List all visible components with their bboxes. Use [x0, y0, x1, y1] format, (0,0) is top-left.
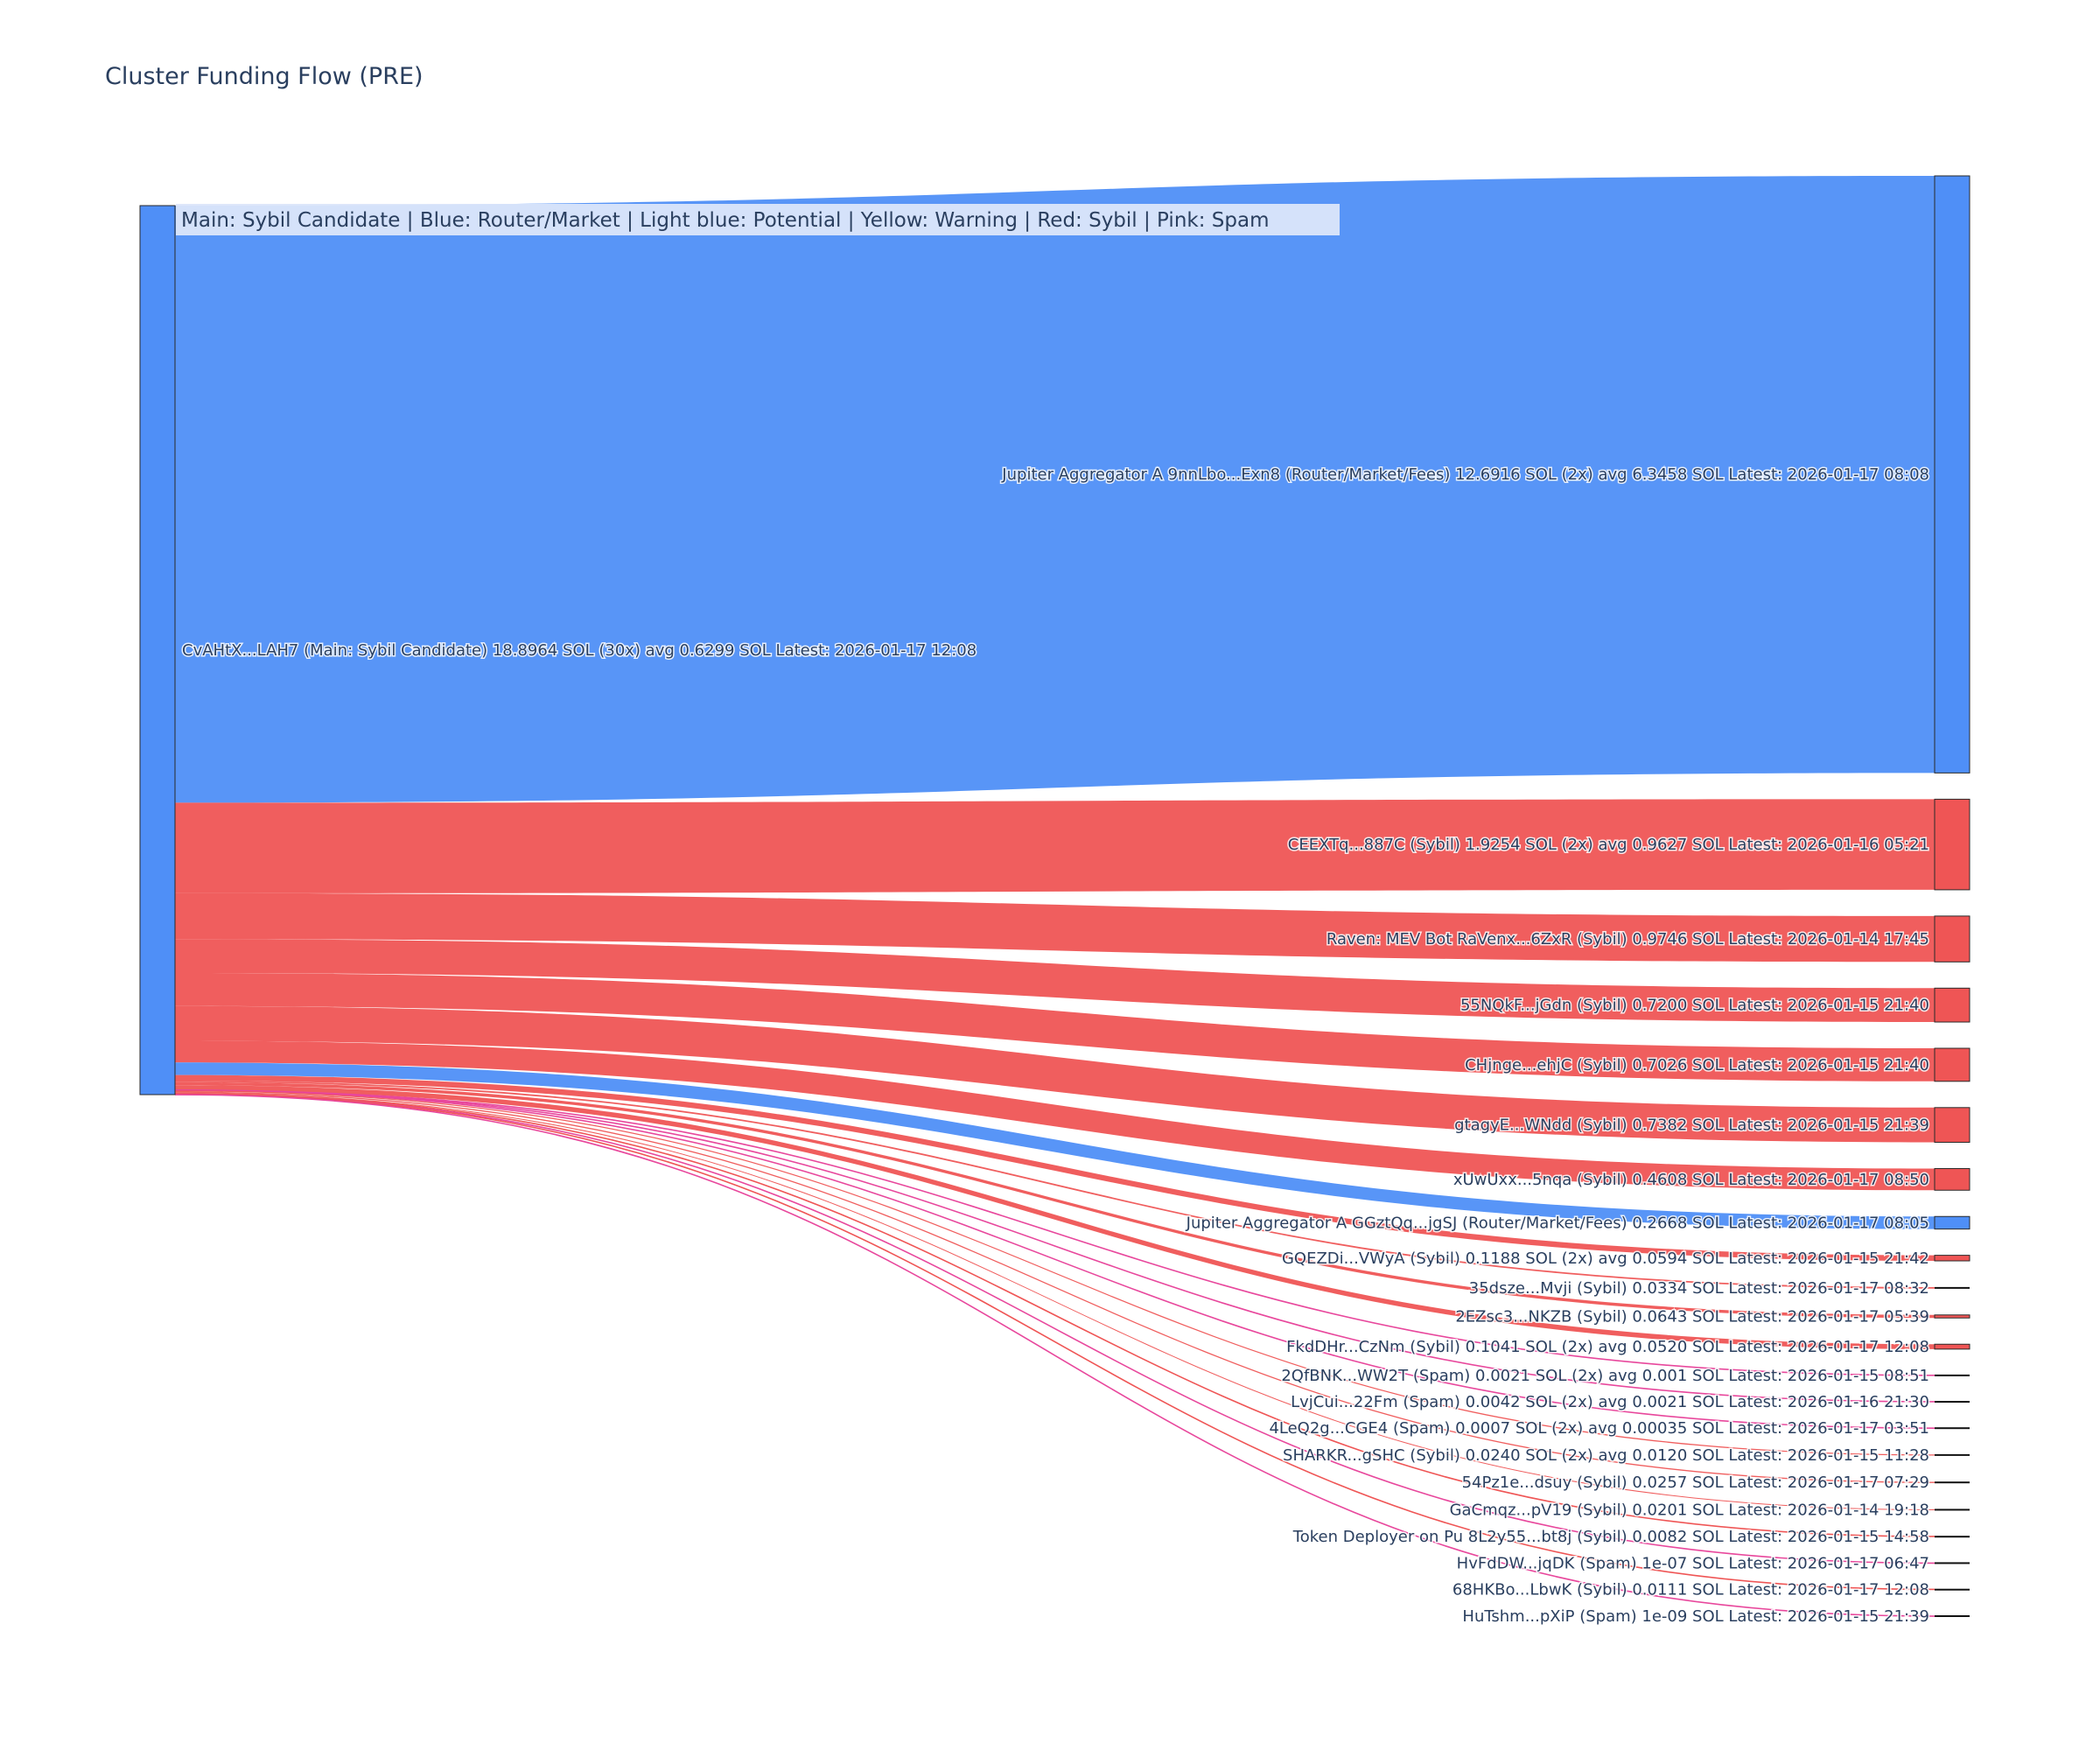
- target-node-6[interactable]: [1934, 1167, 1970, 1191]
- flow-link-8[interactable]: [175, 1074, 1935, 1261]
- target-node-4[interactable]: [1934, 1047, 1970, 1082]
- target-node-21[interactable]: [1935, 1615, 1970, 1618]
- source-node-label: CvAHtX...LAH7 (Main: Sybil Candidate) 18…: [182, 641, 976, 660]
- flow-link-0[interactable]: [175, 176, 1935, 803]
- chart-title: Cluster Funding Flow (PRE): [105, 63, 424, 90]
- flow-link-19[interactable]: [174, 1093, 1936, 1564]
- target-node-5[interactable]: [1934, 1107, 1970, 1143]
- flow-link-18[interactable]: [174, 1093, 1936, 1537]
- target-node-label-8: GQEZDi...VWyA (Sybil) 0.1188 SOL (2x) av…: [1282, 1250, 1929, 1268]
- target-node-label-4: CHjnge...ehjC (Sybil) 0.7026 SOL Latest:…: [1465, 1056, 1929, 1074]
- flow-link-6[interactable]: [175, 1040, 1935, 1191]
- target-node-11[interactable]: [1934, 1343, 1970, 1350]
- flow-link-9[interactable]: [175, 1080, 1935, 1289]
- target-node-15[interactable]: [1935, 1453, 1970, 1456]
- target-node-label-18: Token Deployer on Pu 8L2y55...bt8j (Sybi…: [1292, 1528, 1929, 1546]
- target-node-label-2: Raven: MEV Bot RaVenx...6ZxR (Sybil) 0.9…: [1326, 930, 1929, 948]
- target-node-label-21: HuTshm...pXiP (Spam) 1e-09 SOL Latest: 2…: [1462, 1607, 1929, 1626]
- target-node-10[interactable]: [1934, 1314, 1970, 1319]
- legend-text: Main: Sybil Candidate | Blue: Router/Mar…: [181, 209, 1269, 232]
- target-node-13[interactable]: [1935, 1401, 1970, 1404]
- target-node-label-1: CEEXTq...887C (Sybil) 1.9254 SOL (2x) av…: [1288, 836, 1929, 854]
- flow-link-21[interactable]: [174, 1094, 1936, 1617]
- target-node-14[interactable]: [1935, 1427, 1970, 1430]
- nodes-layer: [139, 175, 1970, 1618]
- target-node-9[interactable]: [1935, 1286, 1970, 1289]
- target-node-7[interactable]: [1934, 1215, 1970, 1230]
- target-node-label-19: HvFdDW...jqDK (Spam) 1e-07 SOL Latest: 2…: [1457, 1554, 1929, 1572]
- links-layer: [174, 176, 1936, 1617]
- target-node-label-16: 54Pz1e...dsuy (Sybil) 0.0257 SOL Latest:…: [1462, 1474, 1929, 1492]
- target-node-8[interactable]: [1934, 1255, 1970, 1262]
- flow-link-20[interactable]: [174, 1093, 1936, 1591]
- target-node-label-3: 55NQkF...jGdn (Sybil) 0.7200 SOL Latest:…: [1460, 997, 1929, 1015]
- target-node-label-12: 2QfBNK...WW2T (Spam) 0.0021 SOL (2x) avg…: [1281, 1367, 1929, 1385]
- target-node-label-15: SHARKR...gSHC (Sybil) 0.0240 SOL (2x) av…: [1283, 1446, 1929, 1465]
- flow-link-17[interactable]: [175, 1092, 1935, 1510]
- target-node-label-6: xUwUxx...5nqa (Sybil) 0.4608 SOL Latest:…: [1453, 1171, 1929, 1189]
- target-node-label-10: 2EZsc3...NKZB (Sybil) 0.0643 SOL Latest:…: [1455, 1308, 1929, 1326]
- flow-link-16[interactable]: [175, 1091, 1935, 1483]
- flow-link-2[interactable]: [175, 892, 1935, 962]
- flow-link-15[interactable]: [175, 1090, 1935, 1456]
- target-node-label-0: Jupiter Aggregator A 9nnLbo...Exn8 (Rout…: [1001, 466, 1929, 484]
- flow-link-12[interactable]: [174, 1089, 1936, 1376]
- target-node-label-7: Jupiter Aggregator A GGztQq...jgSJ (Rout…: [1186, 1214, 1929, 1232]
- target-node-12[interactable]: [1935, 1374, 1970, 1376]
- flow-link-14[interactable]: [174, 1089, 1936, 1429]
- target-node-18[interactable]: [1935, 1536, 1970, 1538]
- flow-link-10[interactable]: [175, 1082, 1935, 1319]
- source-node[interactable]: [139, 205, 176, 1096]
- target-node-3[interactable]: [1934, 987, 1970, 1023]
- target-node-label-13: LvjCui...22Fm (Spam) 0.0042 SOL (2x) avg…: [1291, 1393, 1929, 1411]
- flow-link-1[interactable]: [175, 799, 1935, 893]
- target-node-label-17: GaCmqz...pV19 (Sybil) 0.0201 SOL Latest:…: [1450, 1501, 1929, 1519]
- flow-link-11[interactable]: [175, 1085, 1935, 1349]
- flow-link-4[interactable]: [175, 973, 1935, 1082]
- labels-layer: CvAHtX...LAH7 (Main: Sybil Candidate) 18…: [181, 465, 1931, 1628]
- target-node-17[interactable]: [1935, 1508, 1970, 1511]
- target-node-2[interactable]: [1934, 915, 1970, 962]
- flow-link-5[interactable]: [175, 1005, 1935, 1143]
- legend-annotation: Main: Sybil Candidate | Blue: Router/Mar…: [176, 204, 1340, 235]
- flow-link-7[interactable]: [175, 1062, 1935, 1229]
- target-node-19[interactable]: [1935, 1562, 1970, 1564]
- target-node-0[interactable]: [1934, 175, 1970, 774]
- target-node-label-9: 35dsze...Mvji (Sybil) 0.0334 SOL Latest:…: [1469, 1279, 1929, 1298]
- flow-link-13[interactable]: [174, 1089, 1936, 1403]
- target-node-1[interactable]: [1934, 798, 1970, 891]
- target-node-label-20: 68HKBo...LbwK (Sybil) 0.0111 SOL Latest:…: [1452, 1581, 1929, 1600]
- target-node-16[interactable]: [1935, 1481, 1970, 1484]
- target-node-label-5: gtagyE...WNdd (Sybil) 0.7382 SOL Latest:…: [1454, 1116, 1929, 1135]
- target-node-label-11: FkdDHr...CzNm (Sybil) 0.1041 SOL (2x) av…: [1286, 1338, 1929, 1356]
- flow-link-3[interactable]: [175, 939, 1935, 1023]
- target-node-20[interactable]: [1935, 1588, 1970, 1591]
- target-node-label-14: 4LeQ2g...CGE4 (Spam) 0.0007 SOL (2x) avg…: [1269, 1419, 1929, 1438]
